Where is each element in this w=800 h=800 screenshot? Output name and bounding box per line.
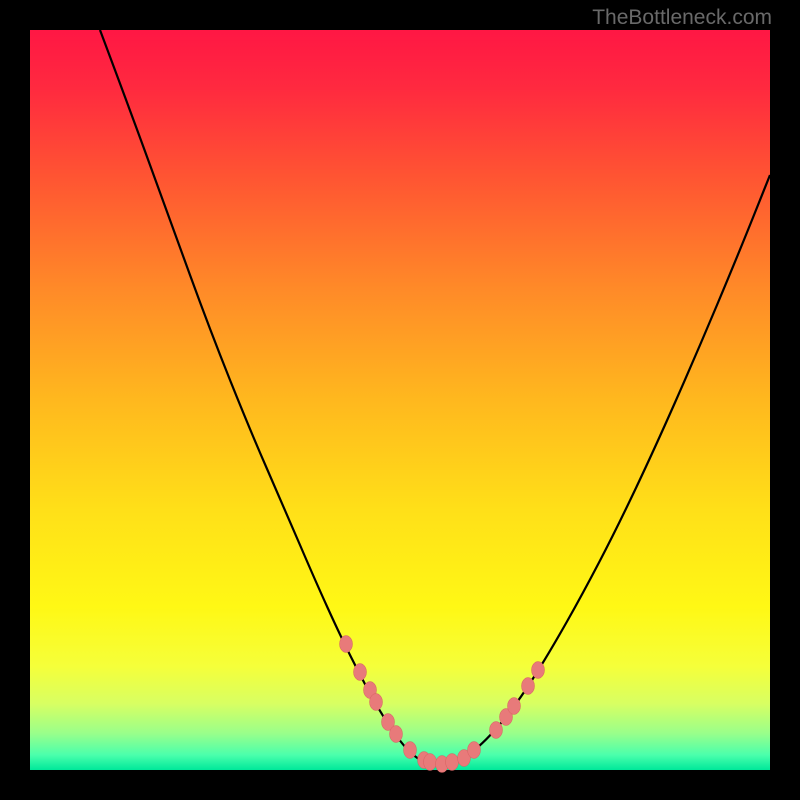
data-dot: [390, 726, 403, 743]
data-dot: [508, 698, 521, 715]
data-dot: [446, 754, 459, 771]
curve-layer: [30, 30, 770, 770]
bottleneck-curve: [100, 30, 770, 765]
watermark-text: TheBottleneck.com: [592, 6, 772, 30]
data-dot: [522, 678, 535, 695]
data-dot: [424, 754, 437, 771]
data-dot: [468, 742, 481, 759]
data-dot: [404, 742, 417, 759]
data-dot: [532, 662, 545, 679]
data-dot: [370, 694, 383, 711]
plot-area: [30, 30, 770, 770]
data-dot: [490, 722, 503, 739]
data-dot: [340, 636, 353, 653]
data-dot: [354, 664, 367, 681]
dot-cluster: [340, 636, 545, 773]
